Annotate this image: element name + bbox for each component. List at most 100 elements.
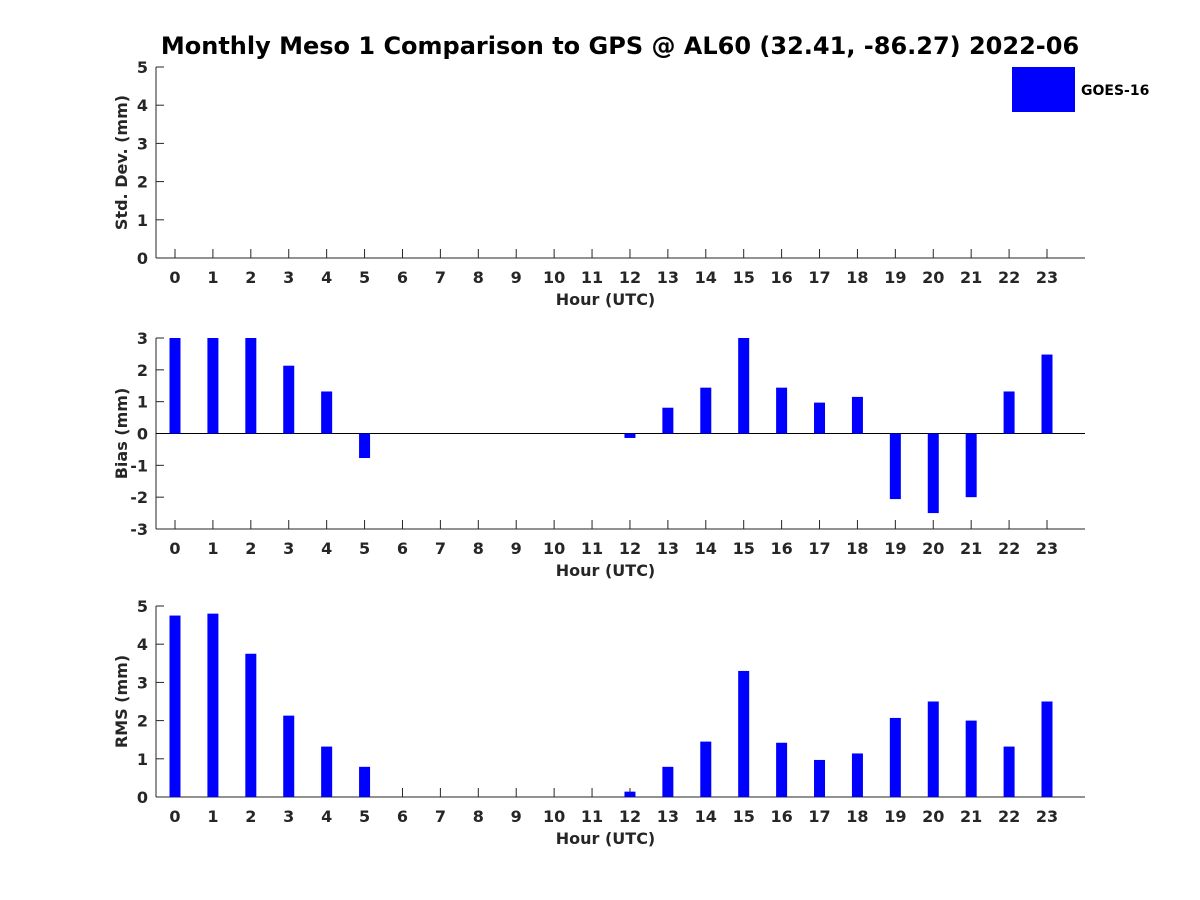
bar-bias-hour-12 [624,433,636,438]
y-tick-label: 3 [137,134,148,153]
x-tick-label: 16 [770,807,792,826]
x-tick-label: 11 [581,268,603,287]
x-tick-label: 11 [581,807,603,826]
x-tick-label: 23 [1036,539,1058,558]
x-tick-label: 1 [207,807,218,826]
x-tick-label: 20 [922,807,944,826]
x-tick-label: 19 [884,539,906,558]
x-tick-label: 14 [695,807,717,826]
y-axis-label: Bias (mm) [112,388,131,480]
x-tick-label: 8 [473,539,484,558]
chart-title: Monthly Meso 1 Comparison to GPS @ AL60 … [161,32,1079,60]
legend-swatch [1012,67,1075,112]
x-tick-label: 3 [283,268,294,287]
x-axis-label: Hour (UTC) [556,561,656,580]
x-tick-label: 0 [169,268,180,287]
y-axis-label: RMS (mm) [112,655,131,748]
x-tick-label: 16 [770,539,792,558]
x-tick-label: 15 [733,807,755,826]
x-tick-label: 17 [808,268,830,287]
bar-rms-hour-1 [207,613,219,797]
x-tick-label: 14 [695,539,717,558]
x-tick-label: 13 [657,807,679,826]
x-tick-label: 4 [321,539,332,558]
x-tick-label: 7 [435,268,446,287]
x-tick-label: 4 [321,807,332,826]
x-tick-label: 5 [359,807,370,826]
bar-bias-hour-22 [1003,391,1015,434]
bar-rms-hour-2 [245,653,257,797]
x-tick-label: 22 [998,807,1020,826]
x-tick-label: 1 [207,539,218,558]
y-tick-label: 3 [137,329,148,348]
x-tick-label: 13 [657,539,679,558]
bar-bias-hour-4 [321,391,333,434]
x-tick-label: 20 [922,539,944,558]
x-tick-label: 10 [543,807,565,826]
x-tick-label: 10 [543,268,565,287]
bar-rms-hour-23 [1041,701,1053,797]
x-tick-label: 19 [884,807,906,826]
x-tick-label: 3 [283,807,294,826]
y-tick-label: 0 [137,788,148,807]
x-tick-label: 12 [619,539,641,558]
bar-rms-hour-13 [662,766,674,797]
x-tick-label: 21 [960,539,982,558]
y-tick-label: 2 [137,712,148,731]
bar-rms-hour-18 [851,753,863,797]
x-tick-label: 23 [1036,268,1058,287]
x-tick-label: 22 [998,268,1020,287]
x-tick-label: 6 [397,539,408,558]
x-axis-label: Hour (UTC) [556,290,656,309]
bar-rms-hour-14 [700,741,712,797]
bar-bias-hour-19 [889,433,901,500]
y-tick-label: 4 [137,96,148,115]
bar-rms-hour-16 [776,742,788,797]
x-tick-label: 16 [770,268,792,287]
bar-rms-hour-22 [1003,746,1015,797]
y-tick-label: 0 [137,425,148,444]
y-tick-label: 1 [137,393,148,412]
bar-rms-hour-17 [814,759,826,797]
x-tick-label: 6 [397,268,408,287]
y-tick-label: 5 [137,58,148,77]
x-tick-label: 2 [245,539,256,558]
x-tick-label: 21 [960,268,982,287]
x-tick-label: 0 [169,539,180,558]
y-tick-label: -2 [130,488,148,507]
bar-bias-hour-15 [738,338,750,434]
bar-rms-hour-21 [965,720,977,797]
bar-rms-hour-5 [359,766,371,797]
x-tick-label: 18 [846,807,868,826]
x-tick-label: 3 [283,539,294,558]
x-tick-label: 2 [245,807,256,826]
bar-bias-hour-3 [283,365,295,434]
bar-rms-hour-19 [889,717,901,797]
x-tick-label: 13 [657,268,679,287]
x-tick-label: 17 [808,539,830,558]
x-tick-label: 4 [321,268,332,287]
x-tick-label: 18 [846,539,868,558]
x-tick-label: 22 [998,539,1020,558]
x-axis-label: Hour (UTC) [556,829,656,848]
legend: GOES-16 [1012,67,1149,112]
bar-bias-hour-21 [965,433,977,498]
x-tick-label: 14 [695,268,717,287]
x-tick-label: 2 [245,268,256,287]
y-tick-label: 2 [137,173,148,192]
x-tick-label: 12 [619,807,641,826]
bar-bias-hour-1 [207,338,219,434]
bar-bias-hour-0 [169,338,181,434]
y-tick-label: 1 [137,211,148,230]
x-tick-label: 8 [473,807,484,826]
bar-rms-hour-20 [927,701,939,797]
x-tick-label: 21 [960,807,982,826]
bar-bias-hour-5 [359,433,371,459]
legend-label: GOES-16 [1081,83,1149,99]
y-tick-label: 0 [137,249,148,268]
